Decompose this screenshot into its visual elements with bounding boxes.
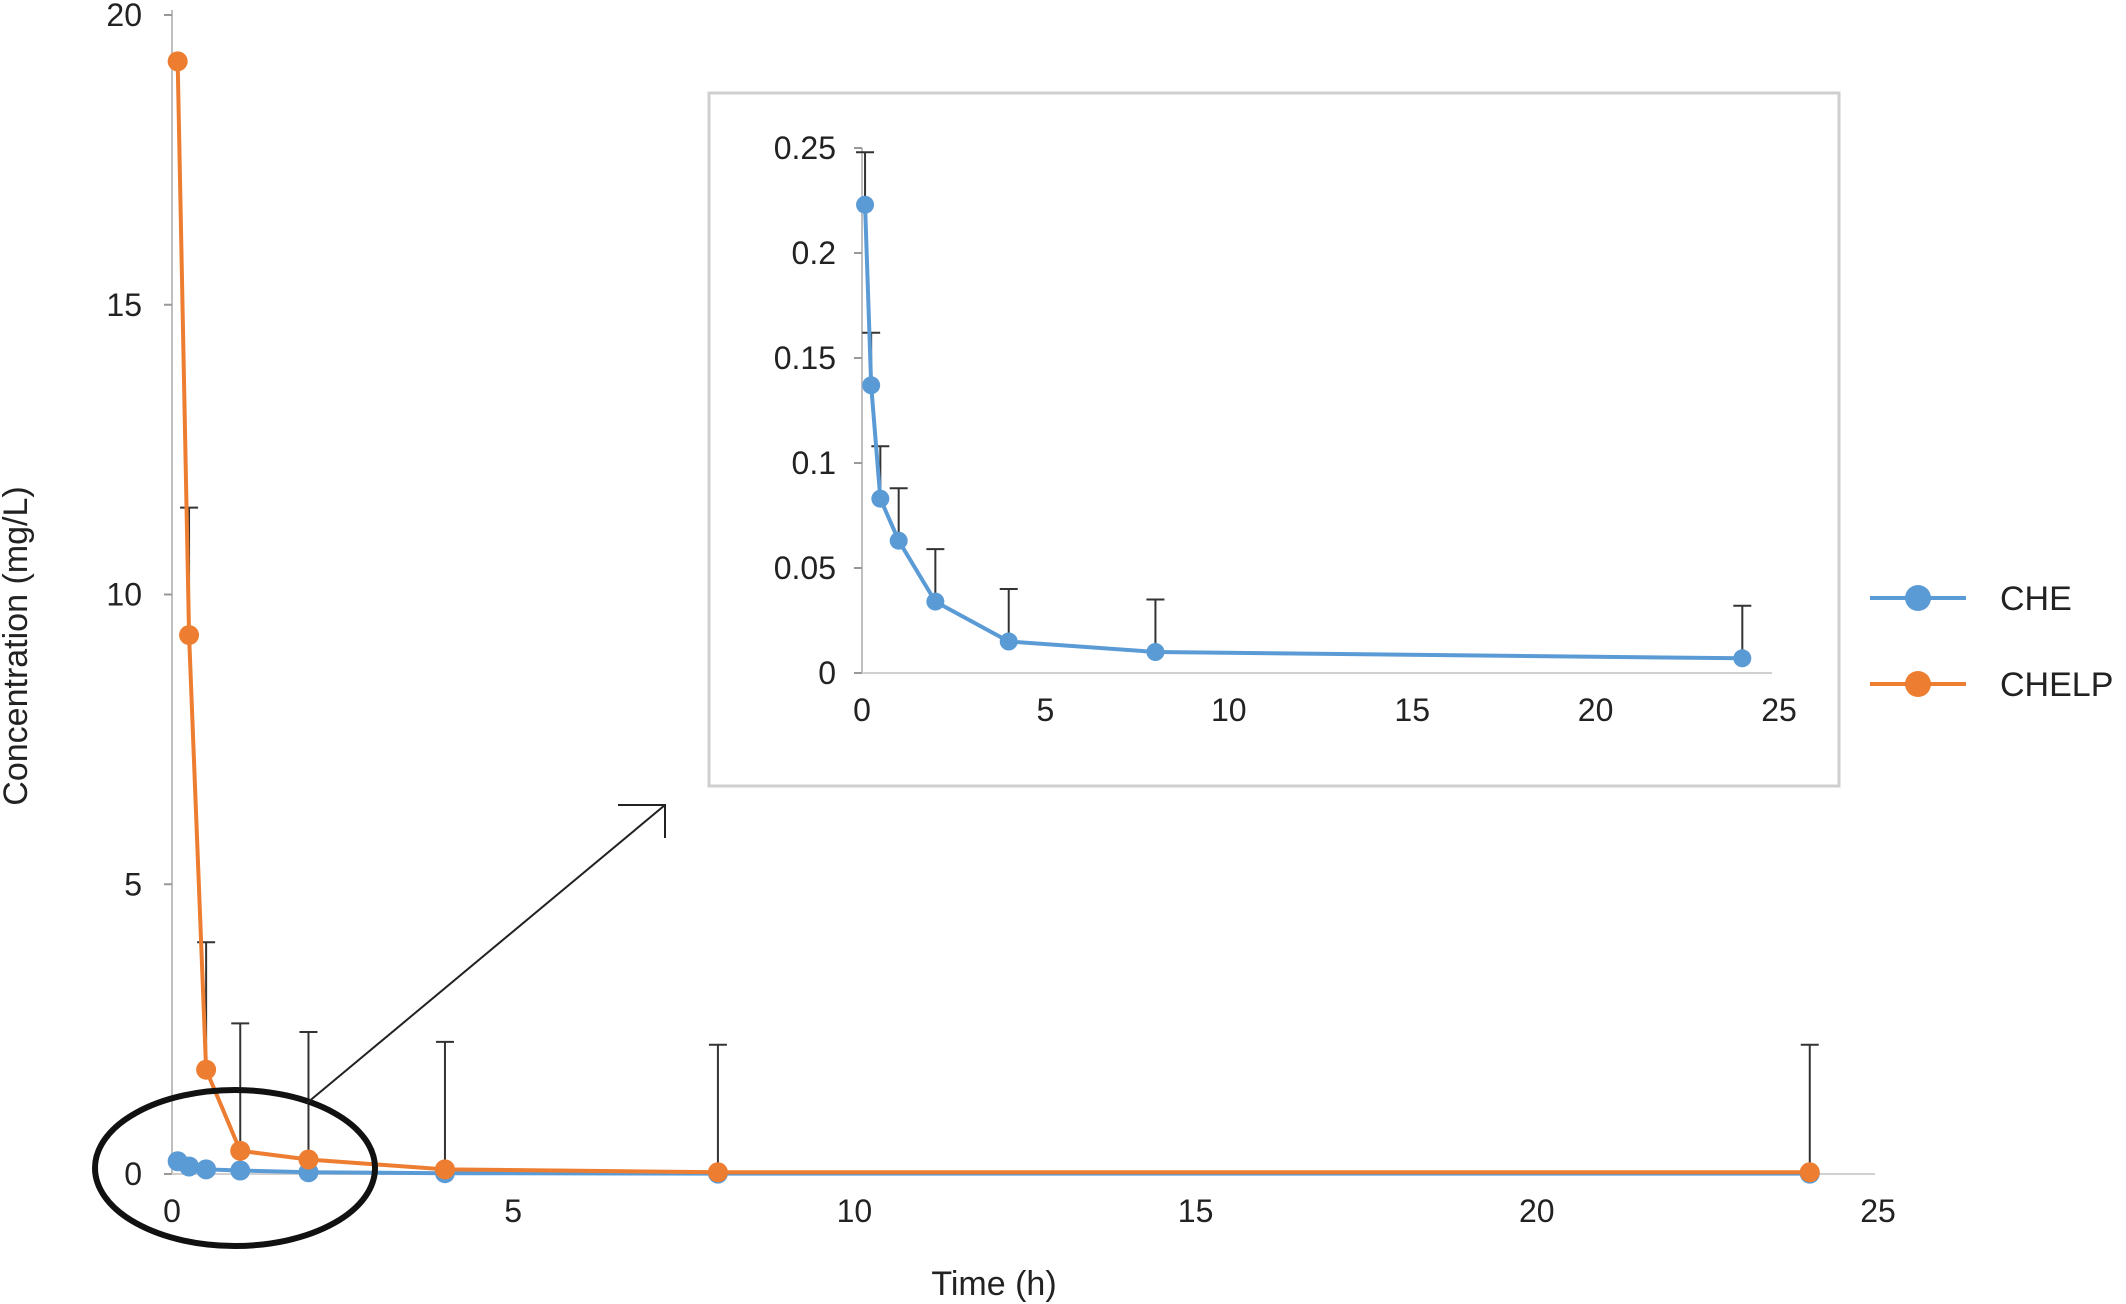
data-point-che [926, 592, 945, 611]
data-point-che [862, 376, 881, 395]
y-tick-label: 10 [106, 577, 142, 613]
data-point-chelp [298, 1149, 319, 1170]
data-point-chelp [1799, 1162, 1820, 1183]
inset-frame [707, 91, 1841, 788]
legend-marker-che [1905, 585, 1931, 611]
x-tick-label: 15 [1178, 1193, 1214, 1229]
y-tick-label: 0 [818, 655, 836, 691]
data-point-chelp [707, 1162, 728, 1183]
inset-series-group [856, 195, 1752, 668]
y-tick-label: 0.15 [774, 340, 836, 376]
inset-x-tick-labels: 0 5 10 15 20 25 [853, 692, 1797, 728]
x-tick-label: 15 [1394, 692, 1430, 728]
x-tick-label: 10 [1211, 692, 1247, 728]
main-series-group [167, 51, 1820, 1184]
x-tick-label: 25 [1860, 1193, 1896, 1229]
y-tick-label: 0.25 [774, 130, 836, 166]
legend-marker-chelp [1905, 671, 1931, 697]
data-point-che [999, 632, 1018, 651]
main-chart: 0 5 10 15 20 0 5 10 15 20 25 Time (h) Concentrati… [0, 0, 1896, 1303]
data-point-chelp [196, 1059, 217, 1080]
data-point-che [196, 1159, 217, 1180]
data-point-che [1146, 643, 1165, 661]
data-point-che [1733, 649, 1752, 668]
y-axis-title: Concentration (mg/L) [0, 486, 35, 805]
x-tick-label: 20 [1578, 692, 1614, 728]
x-tick-label: 25 [1761, 692, 1797, 728]
series-line-che [863, 204, 1743, 661]
y-tick-label: 0.05 [774, 550, 836, 586]
y-tick-label: 0.1 [792, 445, 836, 481]
inset-chart: 0 0.05 0.1 0.15 0.2 0.25 0 5 10 15 20 25 [707, 91, 1841, 788]
zoom-arrow-shaft [306, 804, 666, 1104]
x-tick-label: 5 [504, 1193, 522, 1229]
legend-label-che: CHE [2000, 580, 2072, 618]
x-tick-label: 0 [163, 1193, 181, 1229]
main-x-tick-labels: 0 5 10 15 20 25 [163, 1193, 1896, 1229]
data-point-chelp [179, 625, 200, 646]
zoom-highlight-ellipse [92, 1087, 378, 1249]
x-tick-label: 20 [1519, 1193, 1555, 1229]
legend-label-chelp: CHELP [2000, 666, 2113, 704]
data-point-che [230, 1160, 251, 1181]
data-point-chelp [167, 51, 188, 72]
y-tick-label: 0 [124, 1156, 142, 1192]
y-tick-label: 0.2 [792, 235, 836, 271]
y-tick-label: 15 [106, 287, 142, 323]
data-point-chelp [230, 1140, 251, 1161]
main-y-tick-labels: 0 5 10 15 20 [106, 0, 172, 1192]
data-point-chelp [434, 1159, 455, 1180]
data-point-che [179, 1156, 200, 1177]
x-tick-label: 5 [1037, 692, 1055, 728]
x-tick-label: 0 [853, 692, 871, 728]
legend: CHE CHELP [1870, 580, 2113, 704]
series-line-chelp [175, 61, 1810, 1175]
x-axis-title: Time (h) [931, 1265, 1056, 1303]
data-point-che [871, 489, 890, 508]
x-tick-label: 10 [837, 1193, 873, 1229]
y-tick-label: 20 [106, 0, 142, 33]
data-point-che [889, 531, 908, 550]
zoom-arrow-head [618, 804, 666, 838]
y-tick-label: 5 [124, 866, 142, 902]
data-point-che [856, 195, 875, 214]
inset-y-tick-labels: 0 0.05 0.1 0.15 0.2 0.25 [774, 130, 862, 691]
